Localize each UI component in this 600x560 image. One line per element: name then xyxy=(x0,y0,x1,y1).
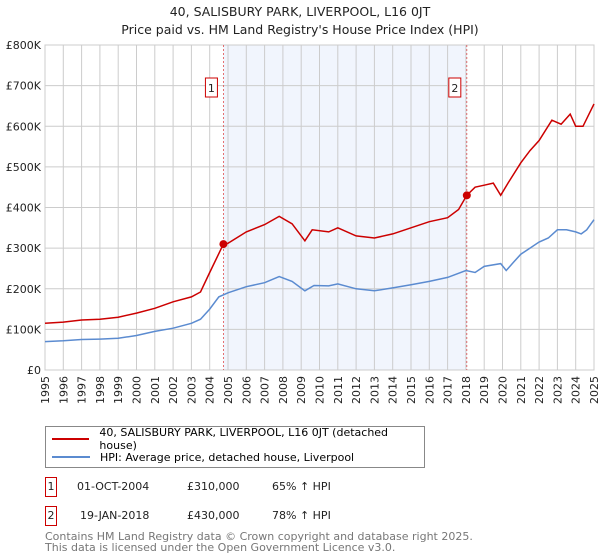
y-tick-label: £200K xyxy=(6,283,42,296)
x-tick-label: 2004 xyxy=(204,376,217,404)
y-tick-label: £300K xyxy=(6,242,42,255)
sale-badge-label: 2 xyxy=(451,82,458,95)
transaction-date: 19-JAN-2018 xyxy=(80,509,150,522)
transaction-badge: 2 xyxy=(45,506,57,526)
x-tick-label: 2012 xyxy=(350,376,363,404)
sale-badge-label: 1 xyxy=(208,82,215,95)
x-tick-label: 2018 xyxy=(460,376,473,404)
chart-title: 40, SALISBURY PARK, LIVERPOOL, L16 0JT xyxy=(169,4,431,19)
chart-subtitle: Price paid vs. HM Land Registry's House … xyxy=(121,22,479,37)
sale-badge xyxy=(204,77,218,98)
x-tick-label: 2021 xyxy=(515,376,528,404)
transaction-date: 01-OCT-2004 xyxy=(77,480,150,493)
y-tick-label: £0 xyxy=(27,364,41,377)
x-tick-label: 2010 xyxy=(314,376,327,404)
y-tick-label: £600K xyxy=(6,120,42,133)
legend-label: HPI: Average price, detached house, Live… xyxy=(100,450,355,464)
x-tick-label: 2023 xyxy=(551,376,564,404)
x-tick-label: 2020 xyxy=(497,376,510,404)
x-tick-label: 2000 xyxy=(131,376,144,404)
transaction-hpi: 78% ↑ HPI xyxy=(272,509,331,522)
x-tick-label: 2013 xyxy=(368,376,381,404)
y-tick-label: £500K xyxy=(6,161,42,174)
y-tick-label: £700K xyxy=(6,80,42,93)
x-tick-label: 1996 xyxy=(57,376,70,404)
x-tick-label: 1999 xyxy=(112,376,125,404)
x-tick-label: 2008 xyxy=(277,376,290,404)
x-tick-label: 2024 xyxy=(570,376,583,404)
legend-item-property: 40, SALISBURY PARK, LIVERPOOL, L16 0JT (… xyxy=(52,426,424,452)
x-tick-label: 2015 xyxy=(405,376,418,404)
x-tick-label: 2016 xyxy=(423,376,436,404)
legend-swatch-blue xyxy=(52,456,90,458)
x-tick-label: 2014 xyxy=(387,376,400,404)
transaction-price: £430,000 xyxy=(187,509,240,522)
footer-copyright: Contains HM Land Registry data © Crown c… xyxy=(45,530,473,543)
series-line xyxy=(44,219,595,343)
series-line xyxy=(44,103,595,325)
chart-legend: 40, SALISBURY PARK, LIVERPOOL, L16 0JT (… xyxy=(45,426,425,468)
x-tick-label: 1997 xyxy=(76,376,89,404)
x-tick-label: 2019 xyxy=(478,376,491,404)
x-tick-label: 1995 xyxy=(39,376,52,404)
legend-label: 40, SALISBURY PARK, LIVERPOOL, L16 0JT (… xyxy=(99,426,389,452)
x-tick-label: 1998 xyxy=(94,376,107,404)
x-tick-label: 2007 xyxy=(259,376,272,404)
x-tick-label: 2001 xyxy=(149,376,162,404)
footer-licence: This data is licensed under the Open Gov… xyxy=(45,541,396,554)
sale-badge xyxy=(448,77,462,98)
x-tick-label: 2009 xyxy=(295,376,308,404)
y-tick-label: £400K xyxy=(6,202,42,215)
x-tick-label: 2011 xyxy=(332,376,345,404)
x-tick-label: 2017 xyxy=(442,376,455,404)
y-tick-label: £100K xyxy=(6,323,42,336)
y-tick-label: £800K xyxy=(6,39,42,52)
x-tick-label: 2025 xyxy=(588,376,600,404)
x-tick-label: 2005 xyxy=(222,376,235,404)
legend-swatch-red xyxy=(52,438,90,440)
transaction-badge: 1 xyxy=(45,477,57,497)
sale-point xyxy=(219,240,228,249)
sale-point xyxy=(462,191,471,200)
x-tick-label: 2002 xyxy=(167,376,180,404)
x-tick-label: 2022 xyxy=(533,376,546,404)
x-tick-label: 2003 xyxy=(185,376,198,404)
transaction-price: £310,000 xyxy=(187,480,240,493)
x-tick-label: 2006 xyxy=(240,376,253,404)
transaction-hpi: 65% ↑ HPI xyxy=(272,480,331,493)
legend-item-hpi: HPI: Average price, detached house, Live… xyxy=(52,449,354,465)
price-chart: 1995 1996 1997 1998 1999 2000 2001 2002 2003 2004… xyxy=(6,39,600,404)
